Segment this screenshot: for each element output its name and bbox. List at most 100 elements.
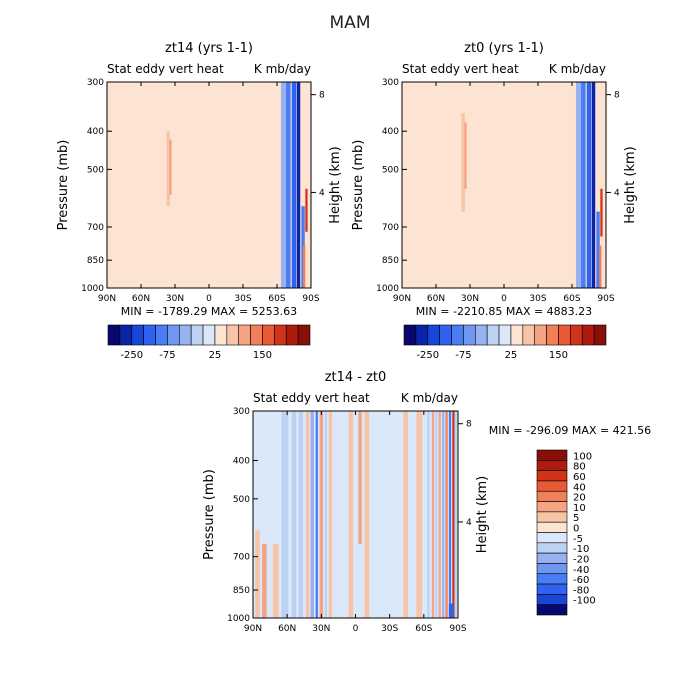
contour-band	[324, 411, 328, 618]
y-tick-label: 700	[233, 553, 250, 563]
min-max-label: MIN = -1789.29 MAX = 5253.63	[121, 305, 297, 318]
colorbar-swatch	[486, 324, 500, 346]
contour-band	[586, 82, 592, 288]
x-tick-label: 30S	[381, 624, 398, 634]
panel-difference: zt14 - zt0 Stat eddy vert heat K mb/day 90N…	[202, 370, 651, 634]
colorbar-swatch	[190, 324, 204, 346]
colorbar-tick-label: 80	[573, 462, 586, 473]
contour-band	[454, 411, 457, 618]
colorbar-swatch	[536, 573, 568, 585]
colorbar-tick-label: 40	[573, 482, 586, 493]
colorbar-swatch	[262, 324, 275, 346]
colorbar-swatch	[214, 324, 228, 346]
colorbar-tick-label: -60	[573, 575, 589, 586]
field-contours	[255, 411, 457, 618]
colorbar-tick-label: -20	[573, 554, 589, 565]
contour-band	[272, 543, 279, 618]
contour-band	[452, 411, 455, 618]
contour-band	[296, 82, 301, 288]
contour-band	[557, 82, 564, 288]
colorbar-tick-label: 150	[253, 350, 272, 361]
y-tick-label: 850	[233, 586, 250, 596]
y-tick-label: 300	[233, 407, 250, 417]
colorbar-swatch	[536, 460, 568, 471]
panel-zt0: zt0 (yrs 1-1) Stat eddy vert heat K mb/day…	[351, 41, 638, 361]
contour-band	[112, 82, 118, 288]
contour-band	[262, 543, 267, 618]
height-tick-label: 4	[319, 188, 325, 198]
contour-band	[169, 139, 172, 195]
contour-band	[596, 211, 600, 288]
height-tick-label: 4	[466, 518, 472, 528]
contour-band	[358, 411, 362, 544]
colorbar-swatch	[546, 324, 559, 346]
contour-band	[448, 603, 454, 618]
colorbar-swatch	[415, 324, 429, 346]
colorbar-tick-label: 150	[549, 350, 568, 361]
colorbar-swatch	[119, 324, 133, 346]
y-axis-label: Pressure (mb)	[56, 140, 71, 231]
colorbar-swatch	[167, 324, 180, 346]
contour-band	[427, 411, 430, 618]
y-axis-label: Pressure (mb)	[202, 469, 217, 560]
contour-band	[575, 82, 582, 288]
contour-band	[402, 82, 404, 288]
contour-band	[448, 411, 452, 618]
contour-band	[431, 411, 435, 618]
colorbar-swatch	[570, 324, 583, 346]
colorbar-swatch	[522, 324, 536, 346]
y-axis-label: Pressure (mb)	[351, 140, 366, 231]
colorbar-tick-label: -40	[573, 565, 589, 576]
colorbar-swatch	[238, 324, 251, 346]
field-contours	[402, 82, 603, 288]
contour-band	[435, 411, 438, 618]
colorbar-swatch	[536, 480, 568, 492]
colorbar-tick-label: -100	[573, 596, 596, 607]
y-tick-label: 400	[233, 456, 250, 466]
contour-band	[255, 530, 260, 618]
colorbar-swatch	[536, 470, 568, 482]
contour-band	[228, 131, 231, 288]
contour-band	[305, 411, 310, 618]
colorbar-swatch	[131, 324, 144, 346]
contour-band	[531, 82, 541, 288]
x-tick-label: 60S	[268, 294, 285, 304]
colorbar-swatch	[285, 324, 299, 346]
y-tick-label: 500	[87, 165, 104, 175]
colorbar-swatch	[534, 324, 547, 346]
y-tick-label: 1000	[227, 614, 250, 624]
contour-band	[291, 82, 297, 288]
panel-subtitle-right: K mb/day	[401, 391, 458, 405]
colorbar-swatch	[536, 490, 568, 502]
height-tick-label: 8	[466, 420, 472, 430]
y-tick-label: 1000	[376, 284, 399, 294]
y-tick-label: 850	[382, 256, 399, 266]
colorbar-swatch	[536, 542, 568, 554]
colorbar-swatch	[274, 324, 287, 346]
x-tick-label: 60N	[132, 294, 150, 304]
colorbar-tick-label: 20	[573, 493, 586, 504]
colorbar-tick-label: -250	[416, 350, 439, 361]
contour-band	[166, 131, 170, 207]
height-tick-label: 4	[614, 188, 620, 198]
colorbar-swatch	[155, 324, 168, 346]
colorbar-swatch	[593, 324, 607, 346]
contour-band	[319, 411, 324, 618]
panel-title: zt14 (yrs 1-1)	[165, 41, 253, 56]
contour-band	[364, 411, 370, 618]
contour-band	[131, 82, 142, 288]
colorbar-swatch	[451, 324, 464, 346]
colorbar-swatch	[536, 449, 568, 461]
contour-band	[461, 113, 465, 212]
colorbar-tick-label: 5	[573, 513, 579, 524]
contour-band	[420, 82, 425, 288]
colorbar-swatch	[510, 324, 524, 346]
contour-band	[301, 206, 305, 288]
colorbar-tick-label: -5	[573, 534, 583, 545]
contour-band	[281, 411, 289, 618]
x-tick-label: 30S	[529, 294, 546, 304]
panel-subtitle-left: Stat eddy vert heat	[402, 62, 519, 76]
colorbar-tick-label: -80	[573, 585, 589, 596]
colorbar-swatch	[403, 324, 417, 346]
